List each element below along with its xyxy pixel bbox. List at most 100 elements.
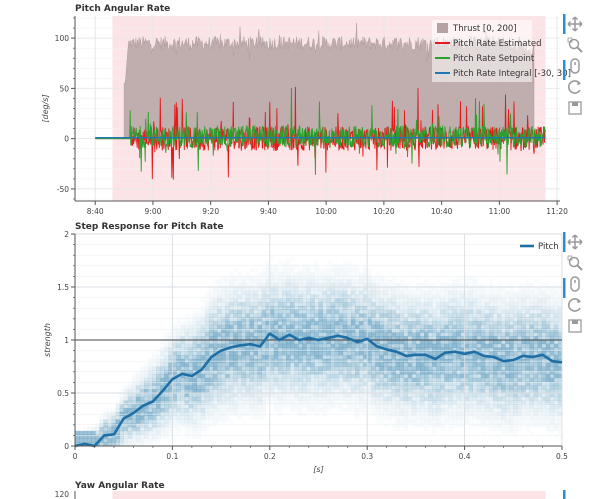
heatmap-cell <box>480 294 486 299</box>
heatmap-cell <box>237 340 242 345</box>
heatmap-cell <box>212 321 218 326</box>
heatmap-cell <box>350 290 356 295</box>
heatmap-cell <box>469 420 473 424</box>
wheel-zoom-icon[interactable] <box>570 276 580 292</box>
pan-icon[interactable] <box>567 234 583 250</box>
heatmap-cell <box>196 377 202 382</box>
heatmap-cell <box>164 415 169 420</box>
box-zoom-icon[interactable] <box>567 255 583 271</box>
heatmap-cell <box>278 268 282 272</box>
reset-icon[interactable] <box>568 298 581 312</box>
heatmap-cell <box>225 321 230 326</box>
wheel-zoom-icon[interactable] <box>570 58 580 74</box>
heatmap-cell <box>257 366 262 371</box>
heatmap-cell <box>444 343 449 348</box>
heatmap-cell <box>261 317 267 322</box>
heatmap-cell <box>111 427 116 432</box>
heatmap-cell <box>545 336 551 341</box>
heatmap-cell <box>472 347 478 352</box>
heatmap-cell <box>424 309 429 314</box>
pan-icon[interactable] <box>567 16 583 32</box>
heatmap-cell <box>168 427 173 432</box>
heatmap-cell <box>497 336 502 341</box>
heatmap-cell <box>529 362 534 367</box>
heatmap-cell <box>419 393 425 398</box>
heatmap-cell <box>152 423 157 428</box>
heatmap-cell <box>148 423 153 428</box>
heatmap-cell <box>395 396 400 401</box>
heatmap-cell <box>123 396 129 401</box>
heatmap-cell <box>229 328 234 333</box>
heatmap-cell <box>261 362 267 367</box>
heatmap-cell <box>306 362 311 367</box>
heatmap-cell <box>432 291 436 295</box>
save-icon[interactable] <box>568 101 582 115</box>
heatmap-cell <box>428 332 433 337</box>
heatmap-cell <box>164 343 169 348</box>
heatmap-cell <box>269 275 275 280</box>
heatmap-cell <box>148 393 153 398</box>
heatmap-cell <box>391 313 396 318</box>
heatmap-cell <box>188 419 193 424</box>
heatmap-cell <box>135 374 141 379</box>
heatmap-cell <box>318 279 323 284</box>
reset-icon[interactable] <box>568 80 581 94</box>
heatmap-cell <box>286 336 291 341</box>
heatmap-cell <box>488 321 494 326</box>
heatmap-cell <box>387 298 392 303</box>
heatmap-cell <box>375 396 380 401</box>
heatmap-cell <box>355 283 360 288</box>
heatmap-cell <box>359 328 364 333</box>
heatmap-cell <box>428 324 433 329</box>
save-icon[interactable] <box>568 319 582 333</box>
heatmap-cell <box>363 366 368 371</box>
heatmap-cell <box>306 374 311 379</box>
heatmap-cell <box>184 340 189 345</box>
heatmap-cell <box>257 374 262 379</box>
heatmap-cell <box>541 343 547 348</box>
heatmap-cell <box>241 328 246 333</box>
heatmap-cell <box>176 377 181 382</box>
heatmap-cell <box>387 340 392 345</box>
heatmap-cell <box>330 298 336 303</box>
heatmap-cell <box>131 427 137 432</box>
heatmap-cell <box>355 381 360 386</box>
heatmap-cell <box>383 362 388 367</box>
heatmap-cell <box>517 427 521 431</box>
heatmap-cell <box>553 290 559 295</box>
heatmap-cell <box>501 370 506 375</box>
heatmap-cell <box>164 404 169 409</box>
heatmap-cell <box>314 400 319 405</box>
heatmap-cell <box>375 321 380 326</box>
heatmap-cell <box>549 343 555 348</box>
heatmap-cell <box>221 290 226 295</box>
box-zoom-icon[interactable] <box>567 37 583 53</box>
heatmap-cell <box>277 389 283 394</box>
heatmap-cell <box>387 332 392 337</box>
heatmap-cell <box>148 381 153 386</box>
heatmap-cell <box>436 328 441 333</box>
heatmap-cell <box>448 393 453 398</box>
heatmap-cell <box>355 347 360 352</box>
heatmap-cell <box>351 264 355 268</box>
heatmap-cell <box>395 317 400 322</box>
heatmap-cell <box>549 415 555 420</box>
heatmap-cell <box>342 302 348 307</box>
heatmap-cell <box>472 374 478 379</box>
heatmap-cell <box>525 287 530 292</box>
heatmap-cell <box>115 438 120 443</box>
heatmap-cell <box>505 415 510 420</box>
heatmap-cell <box>148 366 153 371</box>
heatmap-cell <box>249 317 254 322</box>
heatmap-cell <box>363 317 368 322</box>
heatmap-cell <box>115 408 120 413</box>
heatmap-cell <box>322 381 327 386</box>
heatmap-cell <box>505 389 510 394</box>
heatmap-cell <box>493 294 498 299</box>
heatmap-cell <box>188 423 193 428</box>
heatmap-cell <box>355 290 360 295</box>
heatmap-cell <box>424 396 429 401</box>
heatmap-cell <box>415 302 421 307</box>
heatmap-cell <box>472 393 478 398</box>
heatmap-cell <box>156 355 161 360</box>
